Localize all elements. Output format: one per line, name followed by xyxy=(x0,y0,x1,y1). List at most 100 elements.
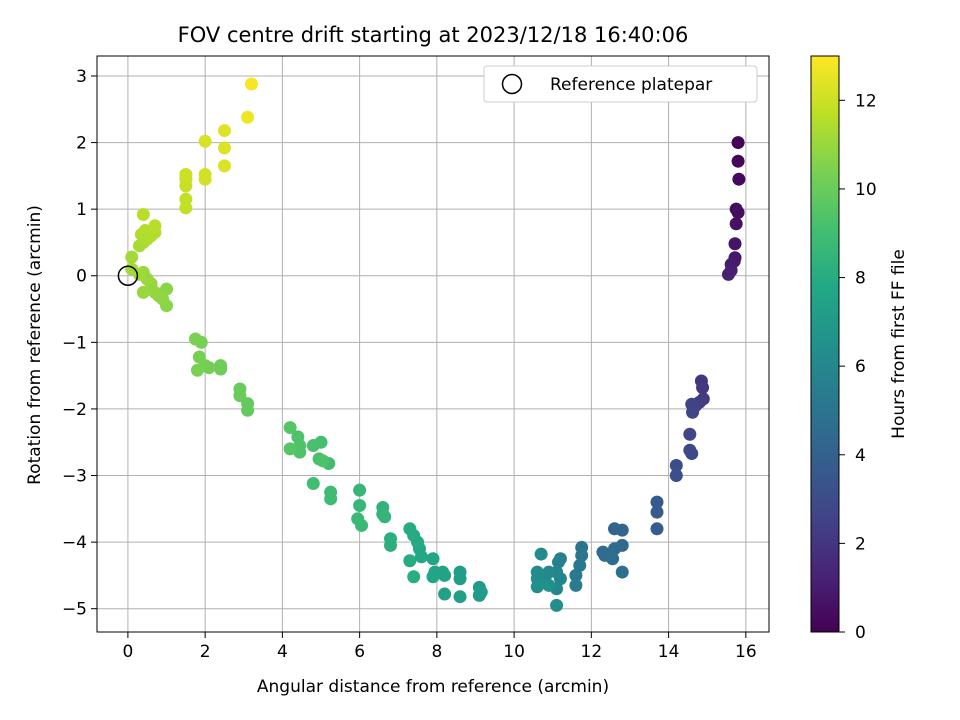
data-point xyxy=(384,538,398,552)
data-point xyxy=(426,570,440,584)
colorbar-label: Hours from first FF file xyxy=(889,249,909,439)
data-point xyxy=(650,522,664,536)
data-point xyxy=(125,262,139,276)
x-tick-label: 16 xyxy=(735,642,757,662)
data-point xyxy=(683,427,697,441)
x-axis-label: Angular distance from reference (arcmin) xyxy=(257,677,609,697)
data-point xyxy=(283,442,297,456)
y-tick-label: 1 xyxy=(76,200,87,220)
data-point xyxy=(241,110,255,124)
data-point xyxy=(192,350,206,364)
data-point xyxy=(530,580,544,594)
y-tick-label: −2 xyxy=(62,400,87,420)
x-tick-label: 4 xyxy=(277,642,288,662)
data-point xyxy=(729,217,743,231)
x-tick-label: 2 xyxy=(200,642,211,662)
data-point xyxy=(731,154,745,168)
y-tick-label: 3 xyxy=(76,67,87,87)
data-point xyxy=(188,332,202,346)
data-point xyxy=(136,207,150,221)
data-point xyxy=(474,585,488,599)
legend-marker-reference xyxy=(501,73,523,95)
data-point xyxy=(569,568,583,582)
grid xyxy=(97,56,769,632)
data-point xyxy=(353,483,367,497)
data-point xyxy=(453,590,467,604)
data-point xyxy=(685,447,699,461)
data-point xyxy=(606,552,620,566)
data-point xyxy=(403,554,417,568)
data-point xyxy=(148,219,162,233)
data-point xyxy=(731,136,745,150)
colorbar-tick-label: 10 xyxy=(855,180,877,200)
data-point xyxy=(669,459,683,473)
data-point xyxy=(179,192,193,206)
data-point xyxy=(355,518,369,532)
colorbar-tick-label: 12 xyxy=(855,91,877,111)
legend: Reference platepar xyxy=(483,65,758,103)
data-point xyxy=(534,547,548,561)
data-point xyxy=(241,403,255,417)
legend-box xyxy=(483,65,758,103)
y-tick-label: 2 xyxy=(76,134,87,154)
colorbar: 0 2 4 6 8 10 12 Hours from first FF file xyxy=(810,55,909,643)
data-point xyxy=(438,587,452,601)
data-point xyxy=(403,522,417,536)
data-point xyxy=(552,555,566,569)
data-point xyxy=(453,572,467,586)
plot-frame xyxy=(96,55,770,633)
colorbar-tick-label: 4 xyxy=(855,446,866,466)
data-point xyxy=(214,362,228,376)
data-point xyxy=(316,454,330,468)
data-point xyxy=(721,267,735,281)
y-axis-label: Rotation from reference (arcmin) xyxy=(25,205,45,485)
x-tick-label: 8 xyxy=(431,642,442,662)
colorbar-ticks: 0 2 4 6 8 10 12 xyxy=(839,91,877,643)
data-point xyxy=(573,558,587,572)
data-point xyxy=(324,492,338,506)
data-point xyxy=(283,421,297,435)
data-point xyxy=(575,548,589,562)
data-point xyxy=(553,572,567,586)
data-point xyxy=(732,172,746,186)
data-point xyxy=(686,405,700,419)
data-point xyxy=(233,389,247,403)
scatter-points xyxy=(117,77,746,612)
data-point xyxy=(190,363,204,377)
y-tick-label: −1 xyxy=(62,333,87,353)
data-point xyxy=(650,495,664,509)
data-point xyxy=(217,159,231,173)
legend-label-reference: Reference platepar xyxy=(550,75,712,95)
data-point xyxy=(615,523,629,537)
data-point xyxy=(125,250,139,264)
x-tick-label: 0 xyxy=(122,642,133,662)
data-point xyxy=(650,505,664,519)
y-tick-label: −3 xyxy=(62,467,87,487)
data-point xyxy=(542,578,556,592)
reference-point-marker xyxy=(117,265,139,286)
data-point xyxy=(731,205,745,219)
data-point xyxy=(407,570,421,584)
data-point xyxy=(615,565,629,579)
data-point xyxy=(244,77,258,91)
data-point xyxy=(217,124,231,138)
chart-title: FOV centre drift starting at 2023/12/18 … xyxy=(178,23,689,47)
colorbar-tick-label: 6 xyxy=(855,357,866,377)
x-tick-label: 10 xyxy=(503,642,525,662)
data-point xyxy=(198,168,212,182)
data-point xyxy=(353,498,367,512)
colorbar-tick-label: 8 xyxy=(855,269,866,289)
data-point xyxy=(378,510,392,524)
data-point xyxy=(179,168,193,182)
data-point xyxy=(669,469,683,483)
y-tick-label: −4 xyxy=(62,533,87,553)
data-point xyxy=(696,381,710,395)
x-tick-label: 14 xyxy=(658,642,680,662)
data-point xyxy=(136,285,150,299)
data-point xyxy=(426,552,440,566)
colorbar-tick-label: 2 xyxy=(855,534,866,554)
x-tick-label: 6 xyxy=(354,642,365,662)
y-tick-label: 0 xyxy=(76,267,87,287)
